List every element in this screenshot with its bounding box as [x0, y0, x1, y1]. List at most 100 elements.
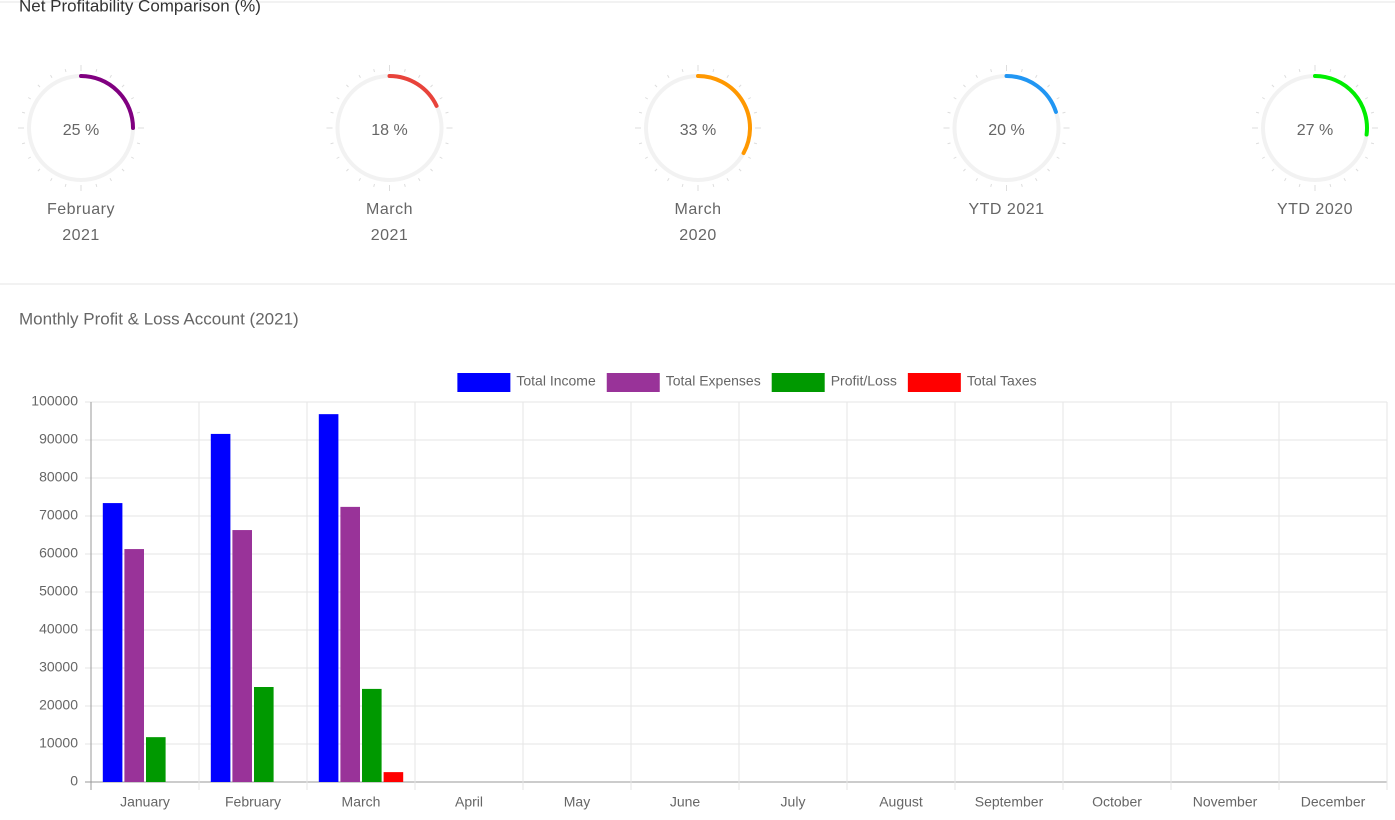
y-tick-label: 70000 [39, 507, 78, 523]
gauge-tick [418, 177, 421, 182]
bar [146, 737, 166, 782]
gauge-tick [1343, 177, 1346, 182]
gauge-tick [1355, 84, 1359, 88]
gauge-tick [1284, 177, 1287, 182]
gauge-tick [21, 111, 26, 114]
bar [254, 687, 274, 782]
gauge-tick [963, 168, 966, 172]
gauge-tick [747, 97, 752, 100]
gauge-tick [330, 111, 334, 114]
gauge-tick [439, 97, 443, 100]
gauge-value: 18 % [371, 122, 407, 139]
section-title: Net Profitability Comparison (%) [19, 0, 261, 15]
gauge-tick [747, 156, 752, 159]
gauge-tick [373, 68, 375, 73]
gauge-tick [753, 111, 758, 114]
gauge-value: 27 % [1297, 122, 1333, 139]
gauge-tick [336, 156, 340, 159]
legend-label: Total Expenses [666, 373, 761, 389]
gauge-tick [95, 183, 98, 188]
y-tick-label: 80000 [39, 469, 78, 485]
gauge-tick [27, 156, 32, 159]
gauge-tick [95, 68, 98, 73]
gauge-tick [136, 111, 141, 114]
gauge-tick [947, 142, 951, 145]
gauge-tick [1047, 84, 1050, 88]
bar [232, 530, 252, 782]
gauge-tick [373, 183, 375, 188]
gauge-tick [681, 183, 684, 188]
gauge-tick [975, 177, 978, 182]
gauge-tick [1370, 142, 1375, 145]
gauge-tick [975, 74, 978, 79]
gauge-tick [990, 68, 992, 73]
gauge-tick [1056, 97, 1060, 100]
gauge-tick [1062, 111, 1066, 114]
x-tick-label: June [670, 794, 701, 810]
y-tick-label: 50000 [39, 583, 78, 599]
gauge-tick [121, 84, 125, 88]
bar [124, 549, 144, 782]
gauge-label: YTD 2021 [968, 201, 1045, 218]
gauge-tick [681, 68, 684, 73]
gauge-value: 20 % [988, 122, 1024, 139]
gauge-label: February 2021 [46, 201, 116, 244]
x-tick-label: July [781, 794, 806, 810]
x-tick-label: December [1301, 794, 1366, 810]
gauge-tick [404, 68, 406, 73]
gauge-tick [1343, 74, 1346, 79]
gauge-tick [121, 168, 125, 172]
x-tick-label: February [225, 794, 281, 810]
gauge-tick [953, 97, 957, 100]
gauge-tick [136, 142, 141, 145]
gauge-tick [37, 168, 41, 172]
y-tick-label: 20000 [39, 697, 78, 713]
legend-swatch [771, 373, 825, 392]
gauge-tick [358, 74, 361, 79]
gauge-tick [64, 183, 67, 188]
gauge-tick [130, 156, 135, 159]
gauge-label: YTD 2020 [1276, 201, 1354, 218]
gauge-tick [1035, 177, 1038, 182]
gauge-value: 25 % [63, 122, 99, 139]
gauge-tick [667, 177, 670, 182]
gauge-arc [387, 74, 439, 108]
gauge-tick [1062, 142, 1066, 145]
x-tick-label: March [342, 794, 381, 810]
gauge-tick [1056, 156, 1060, 159]
gauge-tick [1355, 168, 1359, 172]
gauge-tick [445, 142, 449, 145]
gauge-tick [644, 156, 649, 159]
gauge-arc [696, 74, 752, 156]
x-tick-label: April [455, 794, 483, 810]
gauge-tick [50, 177, 53, 182]
gauge-tick [358, 177, 361, 182]
gauge-tick [654, 168, 658, 172]
gauge-tick [654, 84, 658, 88]
legend-label: Total Income [516, 373, 596, 389]
gauge-tick [109, 74, 112, 79]
y-tick-label: 30000 [39, 659, 78, 675]
y-tick-label: 100000 [31, 393, 78, 409]
x-tick-label: August [879, 794, 923, 810]
gauge-tick [638, 142, 643, 145]
gauge-tick [37, 84, 41, 88]
gauge-tick [1271, 84, 1275, 88]
gauge-tick [1255, 142, 1260, 145]
gauge-tick [738, 168, 742, 172]
gauge-tick [1298, 68, 1301, 73]
gauge-tick [27, 97, 32, 100]
gauge-tick [1021, 183, 1023, 188]
gauge-tick [1298, 183, 1301, 188]
gauge-tick [667, 74, 670, 79]
gauge-tick [1370, 111, 1375, 114]
x-tick-label: September [975, 794, 1044, 810]
gauge-label: March 2021 [366, 201, 413, 244]
gauge-tick [1329, 183, 1332, 188]
gauge-tick [644, 97, 649, 100]
gauge-tick [947, 111, 951, 114]
gauge-tick [1271, 168, 1275, 172]
bar [340, 506, 360, 782]
gauge-tick [1255, 111, 1260, 114]
